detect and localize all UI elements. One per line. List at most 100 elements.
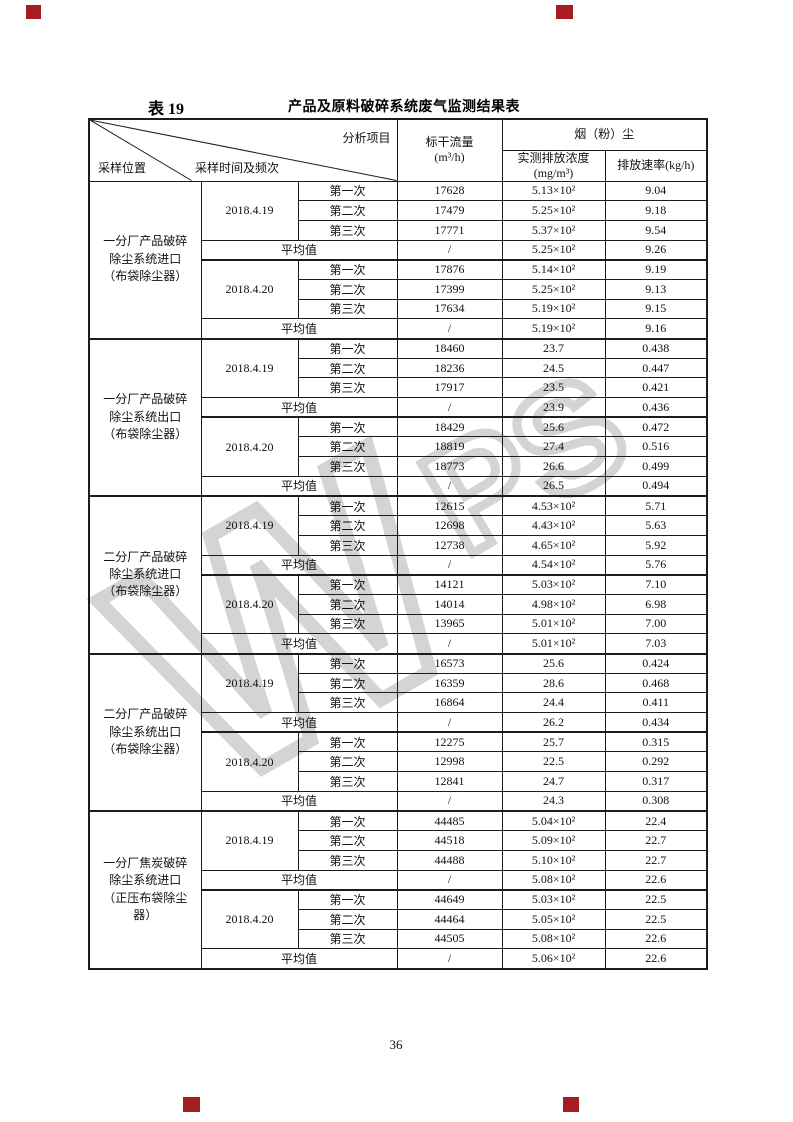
rate-cell: 0.468 <box>604 672 708 694</box>
concentration-cell: 5.01×10² <box>501 633 606 655</box>
flow-cell: / <box>396 239 503 261</box>
concentration-cell: 24.7 <box>501 771 606 792</box>
rate-cell: 22.4 <box>604 810 708 832</box>
data-row: 第三次 13965 5.01×10² 7.00 <box>89 613 708 635</box>
data-row: 第三次 17634 5.19×10² 9.15 <box>89 298 708 320</box>
header-analysis-item: 分析项目 <box>342 131 391 145</box>
header-dust-group-cell: 烟（粉）尘 <box>501 118 708 151</box>
location-line: 除尘系统进口 <box>109 873 182 888</box>
data-row: 一分厂焦炭破碎 除尘系统进口 （正压布袋除尘 器） 2018.4.19 第一次 44485 5… <box>88 810 708 970</box>
flow-cell: / <box>396 869 503 891</box>
date-cell: 2018.4.20 <box>200 889 299 950</box>
red-stamp-top-left <box>26 5 41 19</box>
run-label-cell: 第二次 <box>297 908 398 930</box>
location-line: 除尘系统出口 <box>109 409 182 424</box>
run-label-cell: 第一次 <box>297 180 398 202</box>
flow-cell: / <box>396 475 503 497</box>
average-row: 平均值/26.2 0.434 <box>89 712 708 734</box>
concentration-cell: 23.9 <box>501 397 606 419</box>
header-flow-line1: 标干流量 <box>425 135 474 150</box>
concentration-cell: 26.5 <box>501 475 606 497</box>
location-cell: 二分厂产品破碎 除尘系统进口 （布袋除尘器） <box>88 495 202 655</box>
rate-cell: 0.434 <box>604 712 708 734</box>
run-label-cell: 第三次 <box>297 456 398 477</box>
date-cell: 2018.4.19 <box>200 810 299 871</box>
page-title: 产品及原料破碎系统废气监测结果表 <box>288 100 520 115</box>
concentration-cell: 5.13×10² <box>501 180 606 202</box>
average-label-cell: 平均值 <box>200 554 398 576</box>
concentration-cell: 5.06×10² <box>501 948 606 970</box>
data-row: 一分厂产品破碎 除尘系统出口 （布袋除尘器） 2018.4.19 第一次 18460 23.… <box>88 337 708 497</box>
average-label-cell: 平均值 <box>200 239 398 261</box>
flow-cell: 17399 <box>396 278 503 300</box>
run-label-cell: 第三次 <box>297 534 398 556</box>
flow-cell: 18460 <box>396 338 503 359</box>
run-label-cell: 第二次 <box>297 200 398 221</box>
date-cell: 2018.4.20 <box>200 574 299 635</box>
concentration-cell: 5.25×10² <box>501 239 606 261</box>
data-row: 第二次 18819 27.4 0.516 <box>89 436 708 458</box>
average-row: 平均值/5.01×10² 7.03 <box>89 633 708 655</box>
red-stamp-bottom-center <box>563 1097 579 1112</box>
run-label-cell: 第一次 <box>297 653 398 674</box>
rate-cell: 0.424 <box>604 653 708 674</box>
concentration-cell: 5.14×10² <box>501 259 606 280</box>
rate-cell: 5.71 <box>604 495 708 517</box>
run-label-cell: 第二次 <box>297 830 398 851</box>
date-cell: 2018.4.19 <box>200 495 299 556</box>
flow-cell: 16359 <box>396 672 503 694</box>
data-row: 2018.4.20 第一次 44649 5.03×10² 22.5 <box>89 889 708 950</box>
date-cell: 2018.4.19 <box>200 180 299 241</box>
location-line: 二分厂产品破碎 <box>103 549 188 564</box>
flow-cell: 12275 <box>396 731 503 753</box>
header-concentration-line1: 实测排放浓度 <box>517 150 590 165</box>
rate-cell: 22.6 <box>604 928 708 950</box>
rate-cell: 9.16 <box>604 318 708 340</box>
flow-cell: / <box>396 948 503 970</box>
header-concentration-line2: (mg/m³) <box>533 165 574 180</box>
location-line: （正压布袋除尘 <box>103 890 188 905</box>
red-stamp-bottom-left <box>183 1097 200 1112</box>
rate-cell: 0.411 <box>604 692 708 714</box>
flow-cell: 12615 <box>396 495 503 517</box>
run-label-cell: 第一次 <box>297 574 398 595</box>
flow-cell: 12841 <box>396 771 503 792</box>
average-label-cell: 平均值 <box>200 318 398 340</box>
concentration-cell: 22.5 <box>501 751 606 773</box>
date-cell: 2018.4.19 <box>200 337 299 399</box>
rate-cell: 9.15 <box>604 298 708 320</box>
flow-cell: 44505 <box>396 928 503 950</box>
data-row: 第二次 12998 22.5 0.292 <box>89 751 708 773</box>
location-line: 除尘系统进口 <box>109 567 182 582</box>
data-row: 第三次 44505 5.08×10² 22.6 <box>89 928 708 950</box>
red-stamp-top-center <box>556 5 573 19</box>
data-row: 二分厂产品破碎 除尘系统进口 （布袋除尘器） 2018.4.19 第一次 12615 4.5… <box>88 495 708 655</box>
concentration-cell: 5.19×10² <box>501 318 606 340</box>
title-row: 表 19 产品及原料破碎系统废气监测结果表 <box>0 95 793 118</box>
rate-cell: 0.499 <box>604 456 708 477</box>
location-line: 除尘系统进口 <box>109 251 182 266</box>
concentration-cell: 5.25×10² <box>501 278 606 300</box>
flow-cell: 17479 <box>396 200 503 221</box>
location-cell: 一分厂产品破碎 除尘系统进口 （布袋除尘器） <box>88 180 202 340</box>
run-label-cell: 第一次 <box>297 338 398 359</box>
average-label-cell: 平均值 <box>200 869 398 891</box>
rate-cell: 9.04 <box>604 180 708 202</box>
header-concentration-cell: 实测排放浓度 (mg/m³) <box>501 149 606 182</box>
data-row: 二分厂产品破碎 除尘系统出口 （布袋除尘器） 2018.4.19 第一次 16573 25.… <box>88 652 708 812</box>
data-row: 第二次 12698 4.43×10² 5.63 <box>89 515 708 536</box>
concentration-cell: 5.03×10² <box>501 889 606 910</box>
location-cell: 一分厂焦炭破碎 除尘系统进口 （正压布袋除尘 器） <box>88 810 202 970</box>
average-row: 平均值/26.5 0.494 <box>89 475 708 497</box>
location-line: （布袋除尘器） <box>103 269 188 284</box>
rate-cell: 0.438 <box>604 338 708 359</box>
page-number: 36 <box>389 1037 403 1052</box>
rate-cell: 0.494 <box>604 475 708 497</box>
flow-cell: / <box>396 790 503 812</box>
flow-cell: / <box>396 318 503 340</box>
concentration-cell: 4.98×10² <box>501 593 606 615</box>
rate-cell: 9.54 <box>604 219 708 241</box>
average-label-cell: 平均值 <box>200 475 398 497</box>
run-label-cell: 第三次 <box>297 298 398 320</box>
